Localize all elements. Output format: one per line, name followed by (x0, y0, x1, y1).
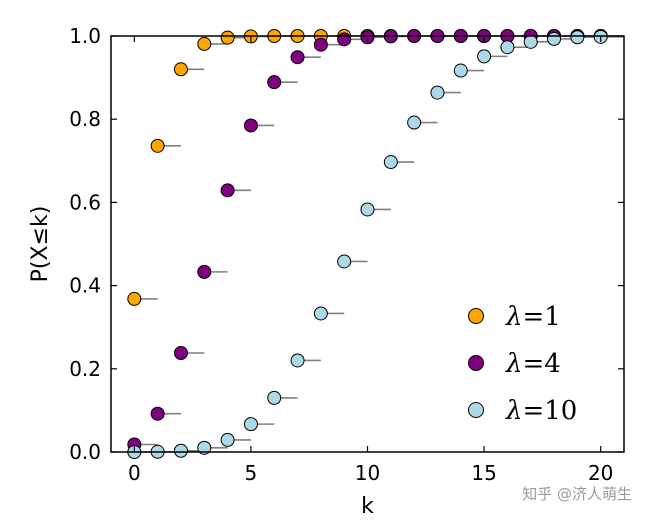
data-point (523, 34, 538, 49)
series-3 (127, 29, 624, 459)
data-point (500, 40, 515, 55)
data-point (453, 63, 468, 78)
data-point (197, 264, 212, 279)
y-tick-label: 0.2 (69, 357, 101, 381)
data-point (337, 254, 352, 269)
legend-item-2: λ=4 (468, 349, 561, 379)
watermark: 知乎 @济人萌生 (522, 485, 632, 503)
data-point (360, 202, 375, 217)
data-point (220, 432, 235, 447)
data-point (173, 345, 188, 360)
legend-label: λ=4 (505, 349, 561, 379)
data-point (197, 440, 212, 455)
plot-frame (110, 35, 625, 453)
legend-marker (468, 308, 484, 324)
legend-value: =4 (522, 349, 560, 379)
series-1 (127, 29, 624, 306)
y-tick-label: 0.4 (69, 274, 101, 298)
legend-marker (468, 402, 484, 418)
data-point (477, 49, 492, 64)
data-point (313, 37, 328, 52)
series-2 (127, 29, 624, 452)
data-point (407, 115, 422, 130)
x-axis-label: k (361, 494, 374, 519)
data-point (313, 306, 328, 321)
data-point (243, 118, 258, 133)
data-point (220, 30, 235, 45)
legend-lambda-symbol: λ (505, 396, 522, 426)
ticks-layer: 0 5 10 15 20 0.0 0.2 0.4 0.6 0.8 1.0 (69, 24, 624, 485)
legend-value: =1 (522, 302, 560, 332)
data-point (570, 30, 585, 45)
data-point (220, 183, 235, 198)
legend-label: λ=10 (505, 396, 577, 426)
x-tick-label: 5 (245, 461, 258, 485)
data-point (197, 36, 212, 51)
legend-value: =10 (522, 396, 577, 426)
data-point (150, 406, 165, 421)
data-point (243, 417, 258, 432)
data-point (267, 390, 282, 405)
x-tick-label: 0 (128, 461, 141, 485)
data-point (173, 62, 188, 77)
x-tick-label: 20 (588, 461, 613, 485)
series-layer (127, 29, 624, 459)
data-point (337, 32, 352, 47)
data-point (173, 443, 188, 458)
y-tick-label: 0.6 (69, 190, 101, 214)
legend-marker (468, 355, 484, 371)
x-tick-label: 15 (471, 461, 496, 485)
y-axis-label: P(X≤k) (28, 206, 53, 283)
data-point (430, 85, 445, 100)
legend-item-1: λ=1 (468, 302, 561, 332)
data-point (383, 155, 398, 170)
x-tick-label: 10 (355, 461, 380, 485)
y-tick-label: 0.0 (69, 440, 101, 464)
data-point (127, 291, 142, 306)
legend-lambda-symbol: λ (505, 302, 522, 332)
y-tick-label: 0.8 (69, 107, 101, 131)
data-point (150, 138, 165, 153)
data-point (290, 353, 305, 368)
legend-lambda-symbol: λ (505, 349, 522, 379)
y-tick-label: 1.0 (69, 24, 101, 48)
legend-item-3: λ=10 (468, 396, 577, 426)
legend: λ=1λ=4λ=10 (468, 302, 577, 426)
data-point (267, 75, 282, 90)
data-point (290, 50, 305, 65)
legend-label: λ=1 (505, 302, 561, 332)
data-point (547, 31, 562, 46)
